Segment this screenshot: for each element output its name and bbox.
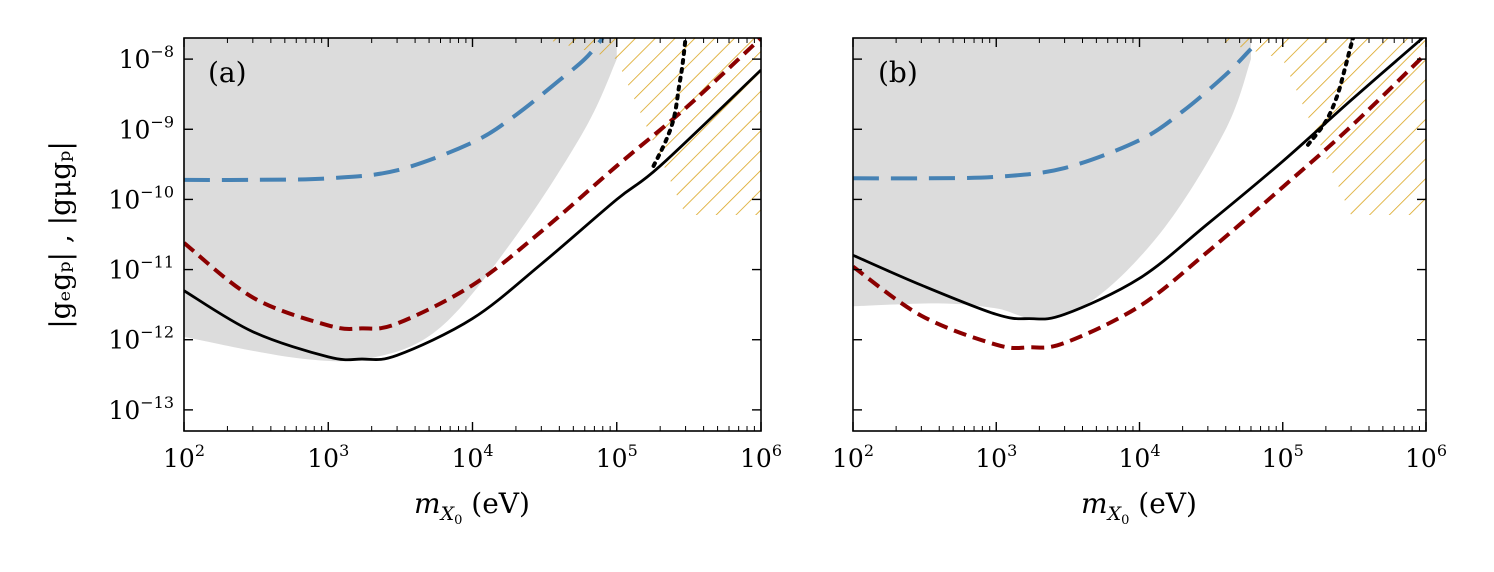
x-axis-title-main-b: m (1081, 487, 1108, 520)
x-axis-title-a: mX0 (eV) (414, 487, 530, 528)
x-axis-title-sub-a: X (439, 503, 456, 525)
x-axis-title-unit-a: (eV) (462, 487, 530, 520)
x-tick-label: 105 (596, 441, 638, 473)
y-tick-label: 10−8 (119, 42, 174, 74)
x-tick-label: 102 (163, 441, 205, 473)
x-tick-label: 104 (1119, 441, 1161, 473)
series-blue-dashed-b (853, 47, 1253, 181)
ticks-b: 102 103 104 105 106 (832, 38, 1447, 473)
excluded-gray-region-b (853, 38, 1251, 319)
panel-label-b: (b) (878, 56, 918, 89)
y-tick-label: 10−9 (119, 112, 174, 144)
x-tick-label: 105 (1262, 441, 1304, 473)
ticks-a: 102 103 104 105 106 10−13 10−12 10−11 10−10 10−9 1… (108, 38, 782, 473)
y-tick-label: 10−10 (108, 182, 174, 214)
x-tick-label: 106 (740, 441, 782, 473)
x-axis-title-main-a: m (414, 487, 441, 520)
series-black-dotted-a (651, 38, 688, 168)
x-tick-label: 104 (452, 441, 494, 473)
series-group-b (853, 38, 1426, 351)
y-axis-title: |gₑgₚ| , |gμgₚ| (44, 141, 77, 329)
series-blue-dashed-a (184, 38, 605, 182)
y-tick-label: 10−13 (108, 393, 174, 425)
x-tick-label: 103 (307, 441, 349, 473)
series-darkred-dashed-a (184, 38, 761, 331)
excluded-gray-region-a (184, 38, 617, 362)
x-axis-title-subsub-b: 0 (1121, 513, 1129, 528)
x-axis-title-subsub-a: 0 (454, 513, 462, 528)
panel-b: 102 103 104 105 106 (b) mX0 (eV) (832, 37, 1447, 528)
series-black-dotted-b (1305, 38, 1356, 147)
x-axis-title-b: mX0 (eV) (1081, 487, 1197, 528)
series-group-a (184, 38, 761, 362)
excluded-hatched-region-a (541, 38, 761, 215)
y-tick-label: 10−12 (108, 323, 174, 355)
series-black-solid-a (184, 68, 761, 362)
x-axis-title-sub-b: X (1106, 503, 1123, 525)
panel-a: 102 103 104 105 106 10−13 10−12 10−11 10−10 10−9 1… (108, 37, 782, 528)
x-tick-label: 102 (832, 441, 874, 473)
x-tick-label: 106 (1405, 441, 1447, 473)
panel-label-a: (a) (208, 56, 247, 89)
x-axis-title-unit-b: (eV) (1129, 487, 1197, 520)
series-darkred-dashed-b (853, 52, 1426, 351)
x-tick-label: 103 (975, 441, 1017, 473)
y-tick-label: 10−11 (108, 253, 174, 285)
